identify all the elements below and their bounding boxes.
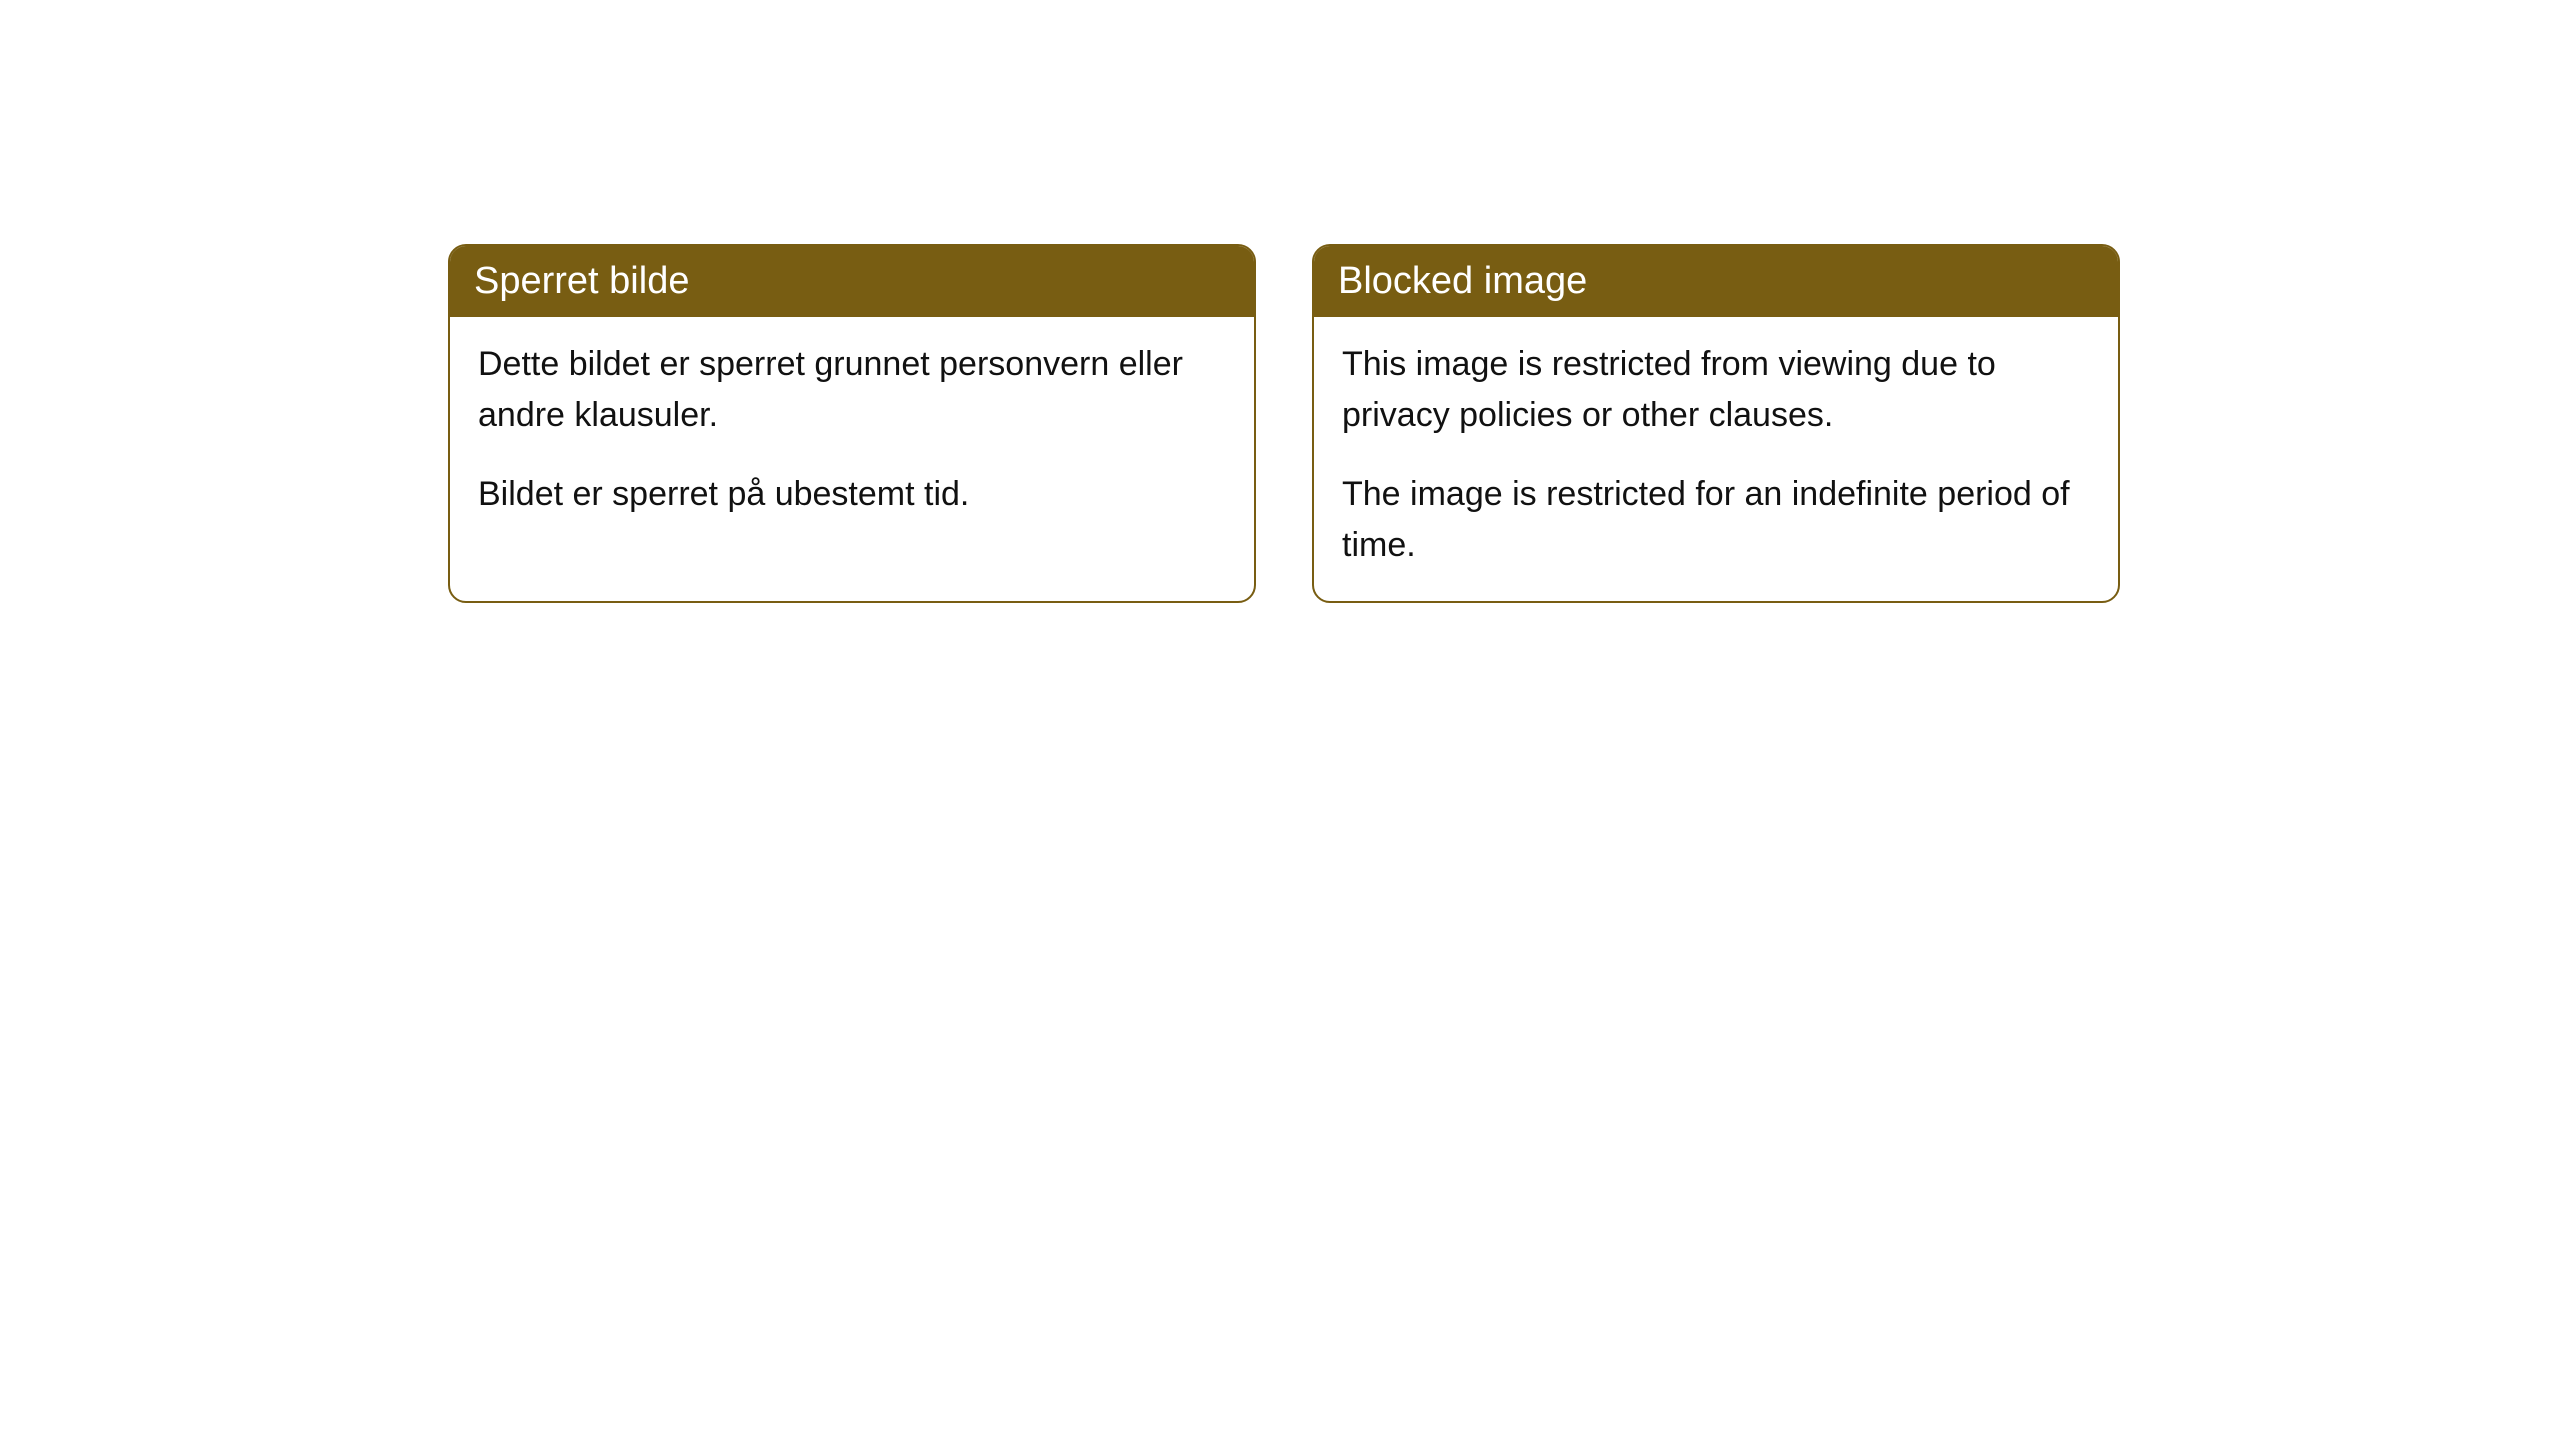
card-paragraph: Bildet er sperret på ubestemt tid.: [478, 469, 1226, 520]
notice-card-norwegian: Sperret bilde Dette bildet er sperret gr…: [448, 244, 1256, 603]
card-body-english: This image is restricted from viewing du…: [1314, 317, 2118, 601]
notice-card-english: Blocked image This image is restricted f…: [1312, 244, 2120, 603]
card-paragraph: The image is restricted for an indefinit…: [1342, 469, 2090, 571]
card-header-norwegian: Sperret bilde: [450, 246, 1254, 317]
card-body-norwegian: Dette bildet er sperret grunnet personve…: [450, 317, 1254, 550]
card-header-english: Blocked image: [1314, 246, 2118, 317]
card-paragraph: Dette bildet er sperret grunnet personve…: [478, 339, 1226, 441]
card-paragraph: This image is restricted from viewing du…: [1342, 339, 2090, 441]
notice-cards-container: Sperret bilde Dette bildet er sperret gr…: [448, 244, 2120, 603]
